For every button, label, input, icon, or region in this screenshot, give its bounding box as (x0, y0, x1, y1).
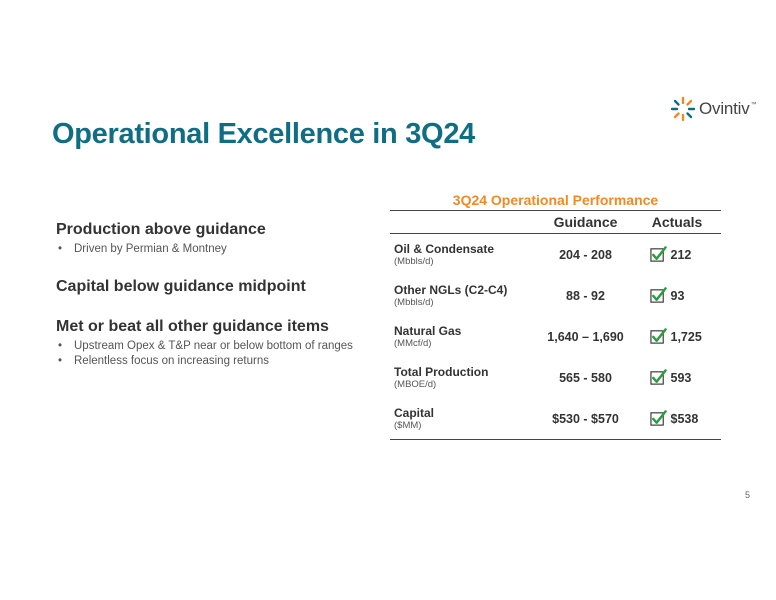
bullet-item: Upstream Opex & T&P near or below bottom… (56, 339, 356, 354)
table-row: Capital ($MM) $530 - $570 $538 (390, 398, 721, 440)
section-heading: Capital below guidance midpoint (56, 278, 306, 295)
actual-value: 212 (670, 247, 692, 262)
summary-panel: Production above guidance Driven by Perm… (56, 220, 356, 369)
actual-cell: 212 (633, 246, 721, 263)
checkmark-box-icon (649, 369, 667, 385)
table-title: 3Q24 Operational Performance (390, 192, 721, 211)
bullet-item: Relentless focus on increasing returns (56, 354, 356, 369)
row-label: Natural Gas (MMcf/d) (390, 324, 538, 350)
bullet-list: Driven by Permian & Montney (56, 242, 356, 257)
actual-cell: 93 (633, 287, 721, 304)
table-row: Natural Gas (MMcf/d) 1,640 – 1,690 1,725 (390, 316, 721, 357)
ovintiv-logo-icon (670, 96, 696, 122)
performance-table: 3Q24 Operational Performance Guidance Ac… (390, 192, 721, 440)
actual-value: 93 (670, 288, 685, 303)
metric-name: Capital (394, 405, 435, 420)
section-heading: Met or beat all other guidance items (56, 318, 329, 335)
actual-value: 1,725 (670, 329, 702, 344)
checkmark-box-icon (649, 246, 667, 262)
column-header-guidance: Guidance (553, 214, 618, 230)
table-header-row: Guidance Actuals (390, 211, 721, 234)
page-title: Operational Excellence in 3Q24 (52, 118, 475, 150)
page-number: 5 (745, 490, 751, 500)
row-label: Total Production (MBOE/d) (390, 365, 538, 391)
metric-name: Total Production (394, 364, 489, 379)
metric-unit: (MMcf/d) (394, 337, 432, 349)
table-row: Other NGLs (C2-C4) (Mbbls/d) 88 - 92 93 (390, 275, 721, 316)
row-label: Oil & Condensate (Mbbls/d) (390, 242, 538, 268)
section-heading: Production above guidance (56, 221, 266, 238)
table-row: Total Production (MBOE/d) 565 - 580 593 (390, 357, 721, 398)
actual-value: $538 (670, 411, 699, 426)
column-header-actuals: Actuals (651, 214, 703, 230)
bullet-item: Driven by Permian & Montney (56, 242, 356, 257)
guidance-value: 565 - 580 (559, 370, 612, 385)
guidance-value: 88 - 92 (566, 288, 605, 303)
actual-cell: $538 (633, 410, 721, 427)
table-row: Oil & Condensate (Mbbls/d) 204 - 208 212 (390, 234, 721, 275)
row-label: Capital ($MM) (390, 406, 538, 432)
metric-unit: (MBOE/d) (394, 378, 437, 390)
guidance-value: 1,640 – 1,690 (547, 329, 624, 344)
metric-name: Oil & Condensate (394, 241, 495, 256)
trademark: ™ (750, 102, 757, 108)
actual-cell: 1,725 (633, 328, 721, 345)
checkmark-box-icon (649, 410, 667, 426)
actual-cell: 593 (633, 369, 721, 386)
metric-name: Natural Gas (394, 323, 462, 338)
metric-name: Other NGLs (C2-C4) (394, 282, 508, 297)
metric-unit: (Mbbls/d) (394, 296, 434, 308)
bullet-list: Upstream Opex & T&P near or below bottom… (56, 339, 356, 369)
guidance-value: 204 - 208 (559, 247, 612, 262)
actual-value: 593 (670, 370, 692, 385)
metric-unit: ($MM) (394, 419, 422, 431)
guidance-value: $530 - $570 (552, 411, 619, 426)
checkmark-box-icon (649, 287, 667, 303)
ovintiv-logo: Ovintiv ™ (670, 96, 757, 122)
logo-text: Ovintiv (699, 99, 750, 118)
metric-unit: (Mbbls/d) (394, 255, 434, 267)
checkmark-box-icon (649, 328, 667, 344)
row-label: Other NGLs (C2-C4) (Mbbls/d) (390, 283, 538, 309)
